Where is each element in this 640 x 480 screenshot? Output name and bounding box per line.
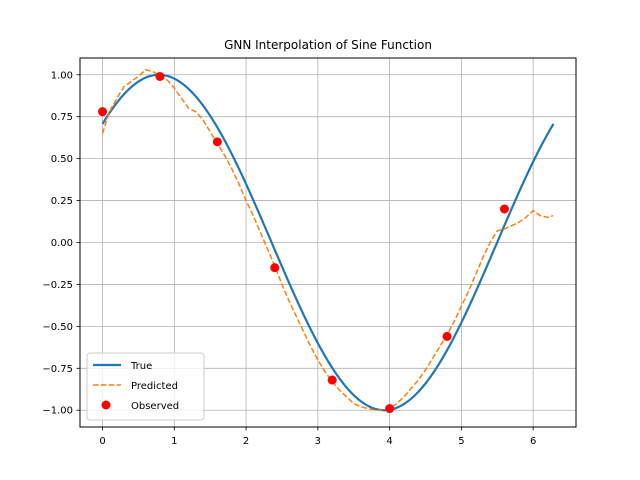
y-tick-label: 1.00 [51,70,73,81]
y-tick-label: 0.00 [51,238,73,249]
legend-label-predicted: Predicted [131,381,178,392]
grid [80,58,576,427]
legend-label-true: True [130,361,152,372]
observed-point [327,375,337,385]
y-tick-label: 0.75 [51,112,73,123]
legend-box [86,352,205,421]
x-tick-label: 1 [171,436,177,447]
x-tick-label: 5 [458,436,464,447]
observed-point [499,204,509,214]
y-tick-label: 0.25 [51,196,73,207]
y-tick-label: 0.50 [51,154,73,165]
y-tick-label: −0.25 [42,280,73,291]
chart-title: GNN Interpolation of Sine Function [224,38,432,52]
y-tick-label: −0.75 [42,364,73,375]
series-layer [98,68,555,414]
x-tick-label: 2 [243,436,249,447]
legend-marker-observed [101,400,111,410]
observed-point [155,71,165,81]
ticks: 0 1 2 3 4 5 6 −1.00 −0.75 −0.50 −0.25 0.00 0.25 0.50 0… [42,70,536,447]
x-tick-label: 0 [99,436,105,447]
observed-point [270,263,280,273]
series-true-line [101,73,555,412]
x-tick-label: 4 [386,436,392,447]
legend: True Predicted Observed [86,352,205,421]
x-tick-label: 6 [530,436,536,447]
series-predicted-line [101,68,554,411]
observed-point [212,137,222,147]
legend-label-observed: Observed [131,401,179,412]
x-tick-label: 3 [315,436,321,447]
y-tick-label: −1.00 [42,406,73,417]
observed-point [442,331,452,341]
y-tick-label: −0.50 [42,322,73,333]
observed-point [98,107,108,117]
observed-point [385,404,395,414]
